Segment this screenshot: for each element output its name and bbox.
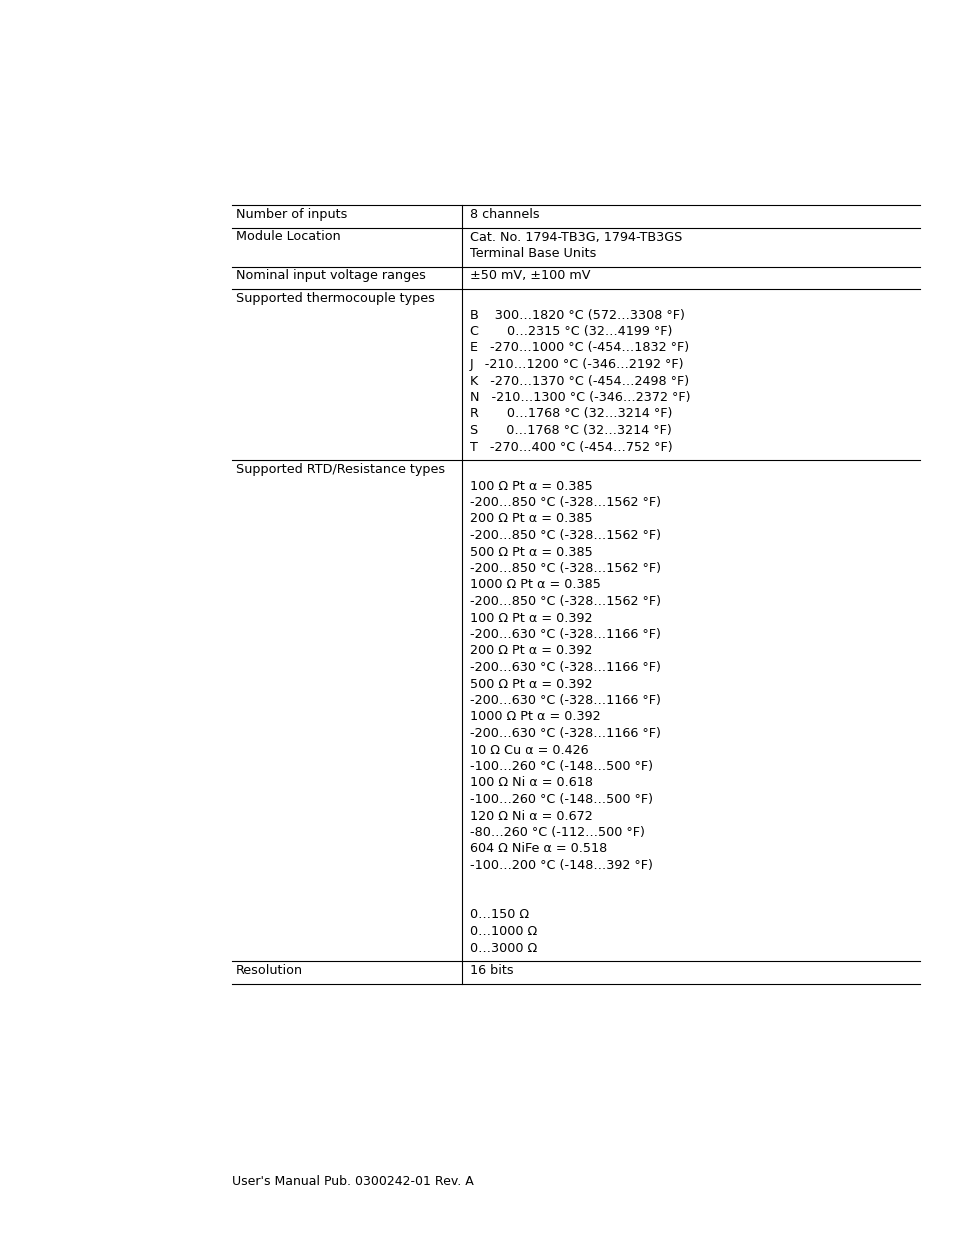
Text: 16 bits: 16 bits (470, 965, 513, 977)
Text: -200…850 °C (-328…1562 °F): -200…850 °C (-328…1562 °F) (470, 595, 660, 608)
Text: 100 Ω Pt α = 0.392: 100 Ω Pt α = 0.392 (470, 611, 592, 625)
Text: T   -270…400 °C (-454…752 °F): T -270…400 °C (-454…752 °F) (470, 441, 672, 453)
Text: Supported RTD/Resistance types: Supported RTD/Resistance types (235, 463, 445, 475)
Text: 10 Ω Cu α = 0.426: 10 Ω Cu α = 0.426 (470, 743, 588, 757)
Text: 500 Ω Pt α = 0.392: 500 Ω Pt α = 0.392 (470, 678, 592, 690)
Text: S       0…1768 °C (32…3214 °F): S 0…1768 °C (32…3214 °F) (470, 424, 671, 437)
Text: -80…260 °C (-112…500 °F): -80…260 °C (-112…500 °F) (470, 826, 644, 839)
Text: -200…630 °C (-328…1166 °F): -200…630 °C (-328…1166 °F) (470, 661, 660, 674)
Text: Resolution: Resolution (235, 965, 303, 977)
Text: -200…850 °C (-328…1562 °F): -200…850 °C (-328…1562 °F) (470, 496, 660, 509)
Text: -200…850 °C (-328…1562 °F): -200…850 °C (-328…1562 °F) (470, 529, 660, 542)
Text: R       0…1768 °C (32…3214 °F): R 0…1768 °C (32…3214 °F) (470, 408, 672, 420)
Text: 100 Ω Ni α = 0.618: 100 Ω Ni α = 0.618 (470, 777, 593, 789)
Text: Terminal Base Units: Terminal Base Units (470, 247, 596, 261)
Text: -100…260 °C (-148…500 °F): -100…260 °C (-148…500 °F) (470, 760, 652, 773)
Text: User's Manual Pub. 0300242-01 Rev. A: User's Manual Pub. 0300242-01 Rev. A (232, 1174, 474, 1188)
Text: 0…150 Ω: 0…150 Ω (470, 909, 529, 921)
Text: E   -270…1000 °C (-454…1832 °F): E -270…1000 °C (-454…1832 °F) (470, 342, 688, 354)
Text: K   -270…1370 °C (-454…2498 °F): K -270…1370 °C (-454…2498 °F) (470, 374, 688, 388)
Text: C       0…2315 °C (32…4199 °F): C 0…2315 °C (32…4199 °F) (470, 325, 672, 338)
Text: -200…630 °C (-328…1166 °F): -200…630 °C (-328…1166 °F) (470, 629, 660, 641)
Text: 8 channels: 8 channels (470, 207, 539, 221)
Text: -200…630 °C (-328…1166 °F): -200…630 °C (-328…1166 °F) (470, 727, 660, 740)
Text: 1000 Ω Pt α = 0.385: 1000 Ω Pt α = 0.385 (470, 578, 600, 592)
Text: -100…200 °C (-148…392 °F): -100…200 °C (-148…392 °F) (470, 860, 652, 872)
Text: Supported thermocouple types: Supported thermocouple types (235, 291, 435, 305)
Text: ±50 mV, ±100 mV: ±50 mV, ±100 mV (470, 269, 590, 283)
Text: -100…260 °C (-148…500 °F): -100…260 °C (-148…500 °F) (470, 793, 652, 806)
Text: 0…3000 Ω: 0…3000 Ω (470, 941, 537, 955)
Text: 200 Ω Pt α = 0.385: 200 Ω Pt α = 0.385 (470, 513, 592, 526)
Text: B    300…1820 °C (572…3308 °F): B 300…1820 °C (572…3308 °F) (470, 309, 684, 321)
Text: N   -210…1300 °C (-346…2372 °F): N -210…1300 °C (-346…2372 °F) (470, 391, 690, 404)
Text: J   -210…1200 °C (-346…2192 °F): J -210…1200 °C (-346…2192 °F) (470, 358, 684, 370)
Text: Module Location: Module Location (235, 231, 340, 243)
Text: 200 Ω Pt α = 0.392: 200 Ω Pt α = 0.392 (470, 645, 592, 657)
Text: 500 Ω Pt α = 0.385: 500 Ω Pt α = 0.385 (470, 546, 592, 558)
Text: -200…630 °C (-328…1166 °F): -200…630 °C (-328…1166 °F) (470, 694, 660, 706)
Text: 604 Ω NiFe α = 0.518: 604 Ω NiFe α = 0.518 (470, 842, 607, 856)
Text: -200…850 °C (-328…1562 °F): -200…850 °C (-328…1562 °F) (470, 562, 660, 576)
Text: Nominal input voltage ranges: Nominal input voltage ranges (235, 269, 425, 283)
Text: 1000 Ω Pt α = 0.392: 1000 Ω Pt α = 0.392 (470, 710, 600, 724)
Text: 0…1000 Ω: 0…1000 Ω (470, 925, 537, 939)
Text: 100 Ω Pt α = 0.385: 100 Ω Pt α = 0.385 (470, 479, 592, 493)
Text: 120 Ω Ni α = 0.672: 120 Ω Ni α = 0.672 (470, 809, 592, 823)
Text: Cat. No. 1794-TB3G, 1794-TB3GS: Cat. No. 1794-TB3G, 1794-TB3GS (470, 231, 681, 243)
Text: Number of inputs: Number of inputs (235, 207, 347, 221)
